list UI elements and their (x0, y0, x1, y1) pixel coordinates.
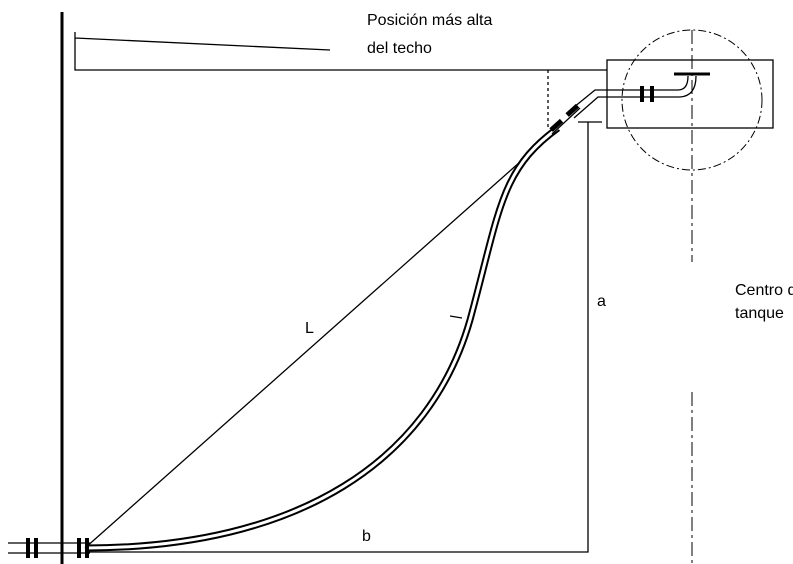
roof-label: Posición más alta (367, 12, 492, 29)
length-label: L (305, 320, 314, 337)
tank-center-label: Centro del (735, 282, 793, 299)
flange (77, 538, 81, 558)
tank-pipe (574, 76, 696, 118)
roof (75, 32, 607, 70)
diagram: Posición más alta del techo L a b Centro… (0, 0, 793, 564)
flange (26, 538, 30, 558)
height-label: a (597, 293, 606, 310)
tank-pipe (568, 76, 688, 112)
flange (85, 538, 89, 558)
base-label: b (362, 528, 371, 545)
arrow (450, 316, 462, 318)
diagonal-L (85, 130, 556, 548)
flange (34, 538, 38, 558)
flange (650, 86, 654, 102)
flange (640, 86, 644, 102)
roof-label: del techo (367, 40, 432, 57)
tank-center-label: tanque (735, 305, 784, 322)
hose-end (552, 108, 580, 134)
